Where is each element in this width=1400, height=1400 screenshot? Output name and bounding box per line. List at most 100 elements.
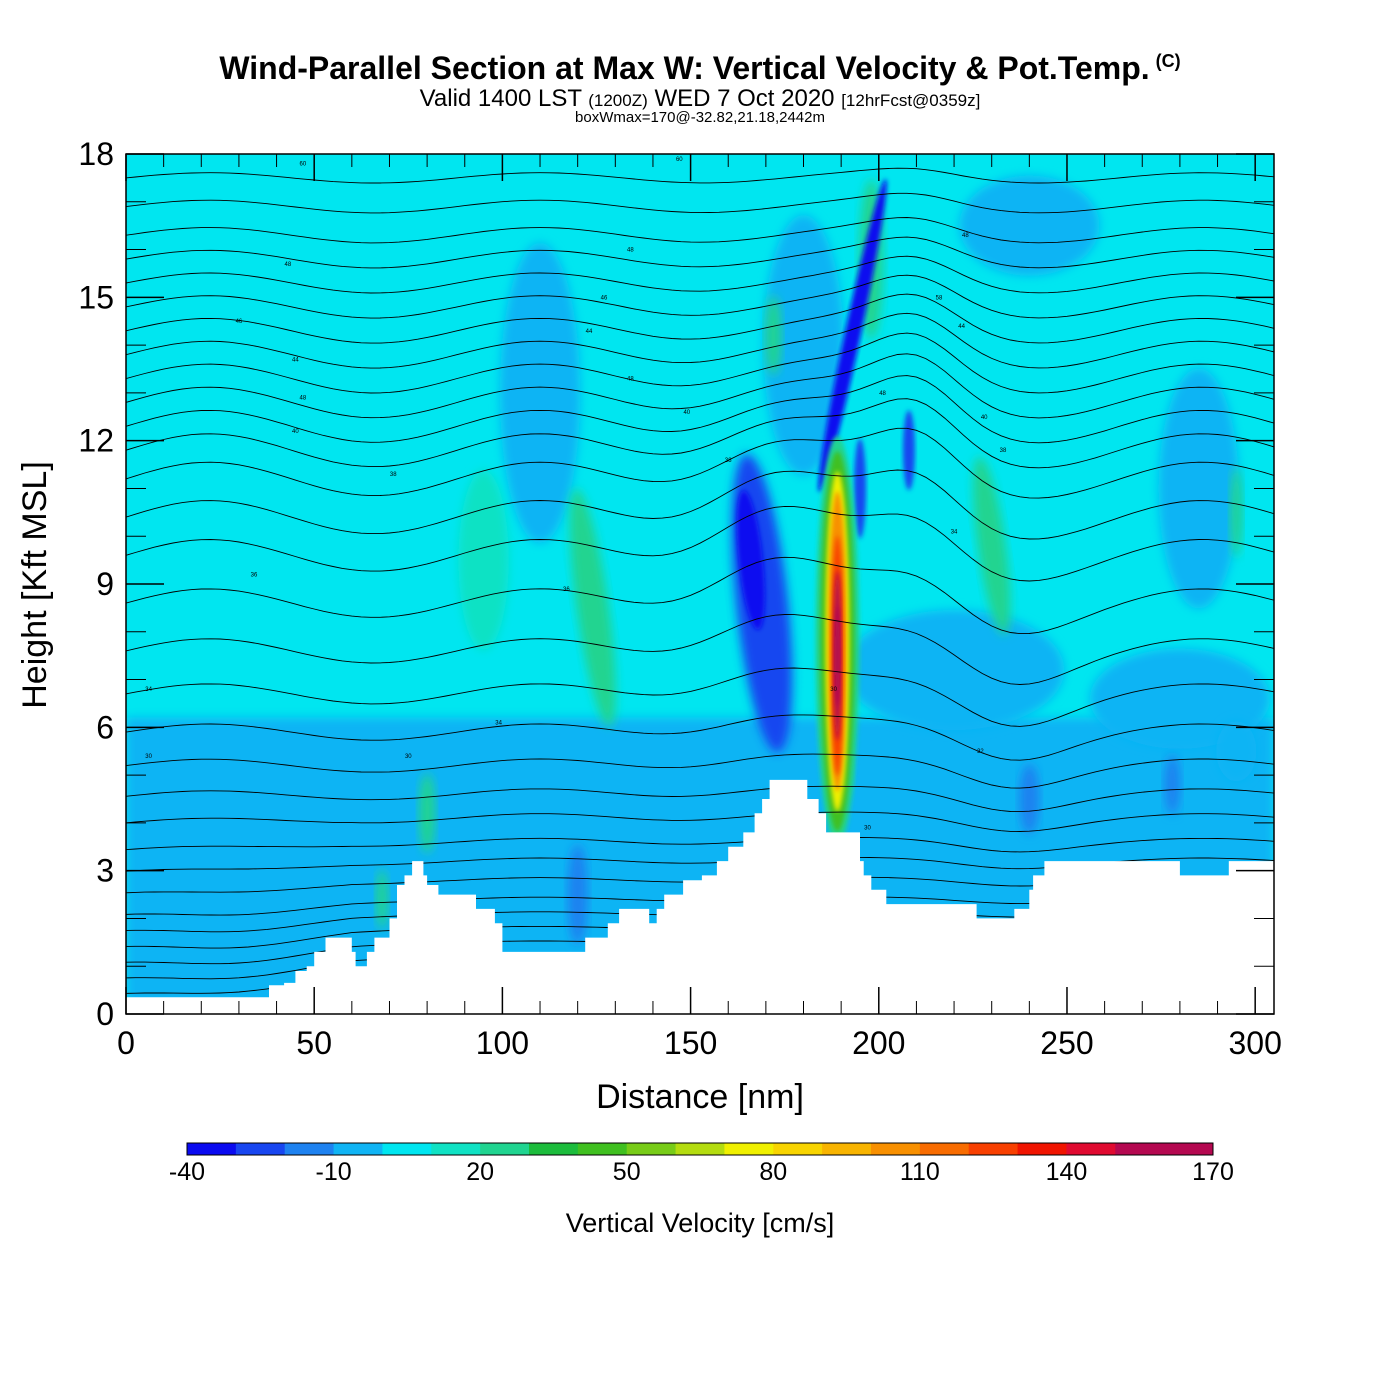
x-tick-label: 150 [664, 1025, 717, 1061]
theta-contour [126, 398, 1274, 469]
contour-label: 40 [683, 410, 690, 416]
y-tick-label: 6 [96, 709, 114, 745]
colorbar-segment [480, 1143, 530, 1155]
contour-label: 30 [405, 754, 412, 760]
colorbar-segment [919, 1143, 970, 1155]
velocity-region [818, 179, 887, 493]
velocity-region [853, 438, 866, 539]
contour-label: 48 [962, 233, 969, 239]
colorbar-segment [675, 1143, 725, 1155]
theta-contour [126, 236, 1274, 269]
theta-contour [126, 469, 1274, 540]
velocity-region [1016, 205, 1117, 486]
velocity-region [126, 276, 243, 557]
contour-label: 44 [292, 357, 299, 363]
x-tick-label: 250 [1040, 1025, 1093, 1061]
contour-label: 48 [627, 377, 634, 383]
velocity-region [834, 605, 840, 706]
velocity-region [1158, 368, 1239, 609]
velocity-region [458, 470, 509, 651]
contour-label: 44 [586, 329, 593, 335]
colorbar-segment [284, 1143, 335, 1155]
x-tick-label: 300 [1228, 1025, 1281, 1061]
contour-labels: 60 60 48 48 48 46 46 58 44 44 44 48 48 48 40 40 40 38 38 38… [145, 157, 1007, 832]
theta-contour [126, 312, 1274, 369]
theta-contour [126, 667, 1274, 727]
x-tick-label: 0 [117, 1025, 135, 1061]
contour-label: 46 [236, 319, 243, 325]
contour-label: 30 [864, 826, 871, 832]
contour-label: 48 [300, 396, 307, 402]
contour-label: 48 [627, 248, 634, 254]
theta-contour [126, 714, 1274, 761]
chart-title-mark: (C) [1155, 51, 1181, 72]
contour-label: 48 [879, 391, 886, 397]
box-wmax-info: boxWmax=170@-32.82,21.18,2442m [575, 109, 825, 126]
contour-label: 58 [936, 295, 943, 301]
colorbar-segment [773, 1143, 823, 1155]
theta-contour [126, 217, 1274, 244]
contour-label: 36 [251, 572, 258, 578]
velocity-region [301, 416, 402, 657]
theta-contour [126, 353, 1274, 419]
contour-label: 38 [1000, 448, 1007, 454]
colorbar-label: -10 [316, 1158, 352, 1186]
y-tick-label: 9 [96, 566, 114, 602]
theta-contour [126, 167, 1274, 184]
theta-contour [126, 332, 1274, 394]
velocity-region [1164, 754, 1181, 815]
theta-contour [126, 427, 1274, 499]
valid-date: WED 7 Oct 2020 [654, 85, 835, 112]
theta-contour [126, 274, 1274, 319]
x-tick-label: 100 [476, 1025, 529, 1061]
velocity-region [973, 456, 1011, 635]
contour-label: 46 [601, 295, 608, 301]
colorbar-segment [529, 1143, 579, 1155]
colorbar-label: 20 [466, 1158, 494, 1186]
contour-label: 38 [725, 458, 732, 464]
y-tick-label: 3 [96, 853, 114, 889]
colorbar-segment [382, 1143, 432, 1155]
chart-subtitle: Valid 1400 LST (1200Z) WED 7 Oct 2020 [1… [0, 85, 1400, 113]
theta-contour [126, 785, 1274, 813]
theta-contour [126, 375, 1274, 444]
valid-utc: (1200Z) [588, 91, 648, 110]
colorbar: -40 -10 20 50 80 110 140 170 Vertical Velocity [… [169, 1142, 1234, 1238]
colorbar-frame [186, 1142, 1214, 1156]
theta-contour [126, 811, 1274, 832]
colorbar-label: -40 [169, 1158, 205, 1186]
contour-label: 40 [981, 415, 988, 421]
colorbar-label: 50 [613, 1158, 641, 1186]
y-tick-label: 18 [78, 136, 114, 172]
valid-time: Valid 1400 LST [419, 85, 582, 112]
y-tick-label: 0 [96, 996, 114, 1032]
x-tick-label: 50 [296, 1025, 332, 1061]
colorbar-label: 140 [1046, 1158, 1088, 1186]
colorbar-segment [577, 1143, 628, 1155]
colorbar-segment [1164, 1143, 1214, 1155]
velocity-region [763, 215, 844, 476]
contour-label: 48 [285, 262, 292, 268]
contour-label: 34 [495, 721, 502, 727]
colorbar-segment [626, 1143, 677, 1155]
velocity-region [569, 489, 616, 727]
colorbar-segment [235, 1143, 286, 1155]
theta-contour [126, 753, 1274, 789]
x-tick-label: 200 [852, 1025, 905, 1061]
colorbar-segment [724, 1143, 774, 1155]
contour-label: 44 [958, 324, 965, 330]
colorbar-segment [187, 1143, 237, 1155]
contour-label: 60 [676, 157, 683, 163]
velocity-region [844, 610, 1065, 730]
y-axis-title: Height [Kft MSL] [16, 461, 54, 709]
velocity-region [1089, 648, 1270, 749]
contour-label: 30 [145, 754, 152, 760]
velocity-region [736, 490, 765, 630]
y-tick-label: 12 [78, 423, 114, 459]
velocity-region [765, 295, 782, 376]
velocity-region [959, 175, 1100, 276]
theta-contour [126, 836, 1274, 853]
colorbar-segment [968, 1143, 1019, 1155]
velocity-region [375, 869, 388, 930]
